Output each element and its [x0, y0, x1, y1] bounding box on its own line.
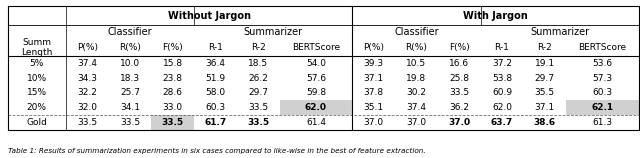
Text: 26.2: 26.2 — [248, 73, 268, 82]
Text: 20%: 20% — [27, 103, 47, 112]
Text: R-2: R-2 — [251, 43, 266, 52]
Text: 35.5: 35.5 — [534, 88, 555, 97]
Text: 33.5: 33.5 — [120, 118, 140, 127]
Text: 32.2: 32.2 — [77, 88, 97, 97]
Text: P(%): P(%) — [77, 43, 98, 52]
Text: 38.6: 38.6 — [534, 118, 556, 127]
Text: 25.8: 25.8 — [449, 73, 469, 82]
Text: 5%: 5% — [29, 59, 44, 68]
Text: 61.4: 61.4 — [306, 118, 326, 127]
Text: R-1: R-1 — [208, 43, 223, 52]
Text: 34.3: 34.3 — [77, 73, 97, 82]
Text: 37.0: 37.0 — [406, 118, 426, 127]
Text: 62.0: 62.0 — [305, 103, 327, 112]
Text: 34.1: 34.1 — [120, 103, 140, 112]
Text: 51.9: 51.9 — [205, 73, 225, 82]
Text: 33.5: 33.5 — [162, 118, 184, 127]
Text: Without Jargon: Without Jargon — [168, 11, 250, 21]
Text: 16.6: 16.6 — [449, 59, 469, 68]
Text: With Jargon: With Jargon — [463, 11, 528, 21]
Text: 36.2: 36.2 — [449, 103, 469, 112]
Text: R-1: R-1 — [495, 43, 509, 52]
Text: 33.5: 33.5 — [247, 118, 269, 127]
Bar — [566, 100, 639, 115]
Text: 33.0: 33.0 — [163, 103, 183, 112]
Text: BERTScore: BERTScore — [579, 43, 627, 52]
Text: 18.3: 18.3 — [120, 73, 140, 82]
Text: 60.9: 60.9 — [492, 88, 512, 97]
Text: R-2: R-2 — [538, 43, 552, 52]
Text: Classifier: Classifier — [108, 27, 152, 37]
Text: 60.3: 60.3 — [205, 103, 225, 112]
Text: 25.7: 25.7 — [120, 88, 140, 97]
Text: 37.4: 37.4 — [406, 103, 426, 112]
Text: R(%): R(%) — [119, 43, 141, 52]
Text: 10.5: 10.5 — [406, 59, 426, 68]
Text: 36.4: 36.4 — [205, 59, 225, 68]
Text: 30.2: 30.2 — [406, 88, 426, 97]
Text: 37.2: 37.2 — [492, 59, 512, 68]
Text: 63.7: 63.7 — [491, 118, 513, 127]
Bar — [151, 115, 194, 130]
Text: 29.7: 29.7 — [534, 73, 555, 82]
Text: 10%: 10% — [27, 73, 47, 82]
Text: 32.0: 32.0 — [77, 103, 97, 112]
Text: 23.8: 23.8 — [163, 73, 182, 82]
Text: 15.8: 15.8 — [163, 59, 183, 68]
Text: 57.6: 57.6 — [306, 73, 326, 82]
Text: 37.1: 37.1 — [534, 103, 555, 112]
Text: 37.0: 37.0 — [448, 118, 470, 127]
Text: 33.5: 33.5 — [77, 118, 97, 127]
Text: 57.3: 57.3 — [593, 73, 612, 82]
Text: 29.7: 29.7 — [248, 88, 268, 97]
Text: Summarizer: Summarizer — [244, 27, 303, 37]
Text: 37.0: 37.0 — [364, 118, 384, 127]
Text: P(%): P(%) — [363, 43, 384, 52]
Text: Gold: Gold — [26, 118, 47, 127]
Text: 62.1: 62.1 — [591, 103, 614, 112]
Text: R(%): R(%) — [406, 43, 428, 52]
Text: 19.1: 19.1 — [534, 59, 555, 68]
Text: 39.3: 39.3 — [364, 59, 384, 68]
Text: Classifier: Classifier — [394, 27, 438, 37]
Text: 19.8: 19.8 — [406, 73, 426, 82]
Text: 37.4: 37.4 — [77, 59, 97, 68]
Text: 15%: 15% — [27, 88, 47, 97]
Text: 18.5: 18.5 — [248, 59, 268, 68]
Text: 28.6: 28.6 — [163, 88, 182, 97]
Text: 58.0: 58.0 — [205, 88, 225, 97]
Text: F(%): F(%) — [163, 43, 183, 52]
Text: 35.1: 35.1 — [364, 103, 384, 112]
Text: 53.6: 53.6 — [593, 59, 612, 68]
Text: Summarizer: Summarizer — [530, 27, 589, 37]
Text: 10.0: 10.0 — [120, 59, 140, 68]
Text: 60.3: 60.3 — [593, 88, 612, 97]
Text: BERTScore: BERTScore — [292, 43, 340, 52]
Text: Table 1: Results of summarization experiments in six cases compared to like-wise: Table 1: Results of summarization experi… — [8, 148, 426, 154]
Text: 33.5: 33.5 — [449, 88, 469, 97]
Text: 53.8: 53.8 — [492, 73, 512, 82]
Text: 61.3: 61.3 — [593, 118, 612, 127]
Text: 54.0: 54.0 — [306, 59, 326, 68]
Text: 61.7: 61.7 — [204, 118, 227, 127]
Bar — [280, 100, 352, 115]
Text: 59.8: 59.8 — [306, 88, 326, 97]
Text: 37.1: 37.1 — [364, 73, 384, 82]
Text: Summ
Length: Summ Length — [21, 38, 52, 57]
Text: 62.0: 62.0 — [492, 103, 512, 112]
Text: 37.8: 37.8 — [364, 88, 384, 97]
Text: 33.5: 33.5 — [248, 103, 268, 112]
Text: F(%): F(%) — [449, 43, 470, 52]
